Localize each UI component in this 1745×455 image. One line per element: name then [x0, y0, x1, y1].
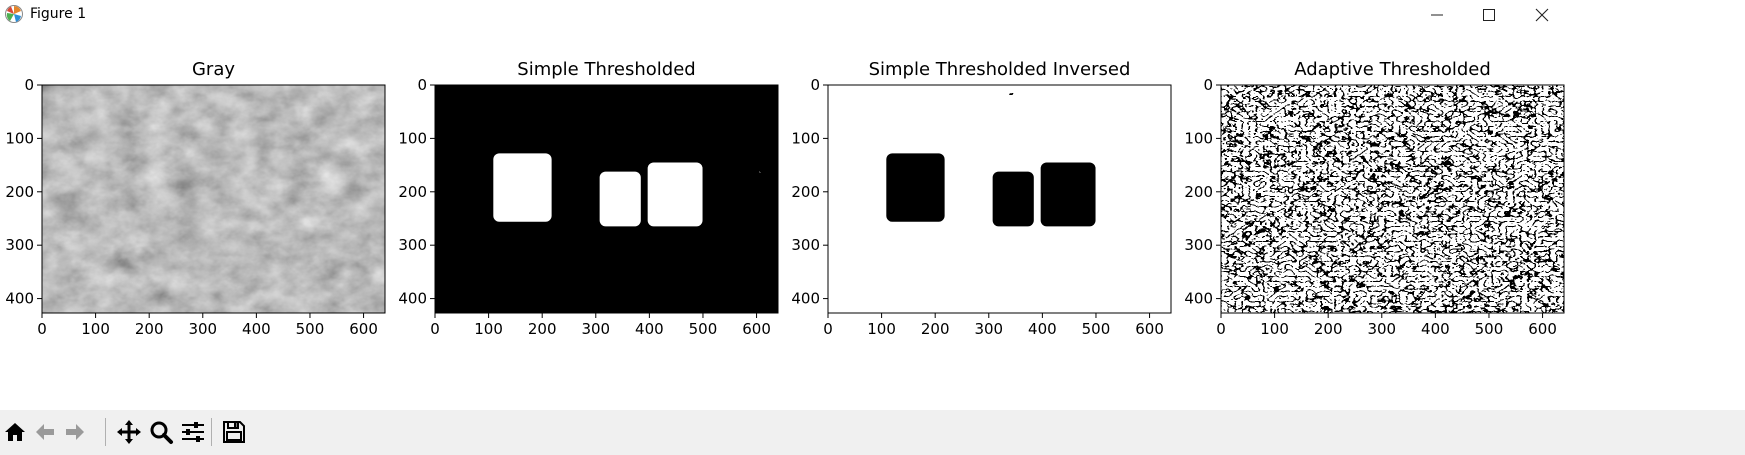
arrow-right-icon — [66, 424, 84, 440]
subplot-3: Simple Thresholded Inversed 0 100 200 300 400… — [791, 59, 1172, 338]
axes-frame — [827, 84, 1172, 314]
y-tick-label: 0 — [810, 76, 820, 94]
kitten-region — [992, 171, 1034, 227]
save-button[interactable] — [219, 417, 249, 447]
y-tick-label: 300 — [791, 236, 820, 254]
figure-canvas[interactable]: Gray 0 100 200 300 400 500 600 0 100 200 300 400 Simp… — [0, 32, 1745, 410]
kitten-region — [599, 171, 641, 227]
x-tick-label: 400 — [242, 320, 271, 338]
x-tick-label: 400 — [635, 320, 664, 338]
y-tick-label: 400 — [398, 290, 427, 308]
x-tick-label: 200 — [135, 320, 164, 338]
y-tick-label: 400 — [791, 290, 820, 308]
x-tick-label: 100 — [474, 320, 503, 338]
subplot-title: Simple Thresholded — [517, 59, 695, 80]
y-tick-label: 300 — [1184, 236, 1213, 254]
x-tick-label: 0 — [37, 320, 47, 338]
x-tick-label: 500 — [1475, 320, 1504, 338]
x-tick-label: 600 — [1528, 320, 1557, 338]
x-tick-label: 200 — [528, 320, 557, 338]
subplot-1: Gray 0 100 200 300 400 500 600 0 100 200 300 400 — [5, 59, 386, 338]
window-titlebar: Figure 1 — [0, 0, 1745, 32]
x-tick-label: 600 — [1135, 320, 1164, 338]
minimize-button[interactable] — [1408, 0, 1466, 30]
y-tick-label: 200 — [791, 183, 820, 201]
window-title: Figure 1 — [30, 6, 87, 22]
zoom-button[interactable] — [146, 417, 176, 447]
x-tick-label: 400 — [1421, 320, 1450, 338]
x-tick-label: 100 — [1260, 320, 1289, 338]
sliders-icon — [182, 422, 204, 442]
subplot-title: Adaptive Thresholded — [1294, 59, 1491, 80]
close-button[interactable] — [1513, 0, 1571, 30]
basket-region — [865, 221, 1171, 313]
arrow-left-icon — [36, 424, 54, 440]
matplotlib-app-icon — [5, 5, 23, 23]
y-tick-label: 0 — [417, 76, 427, 94]
y-tick-label: 100 — [5, 129, 34, 147]
x-tick-label: 0 — [430, 320, 440, 338]
kitten-region — [1040, 162, 1096, 227]
x-tick-label: 0 — [823, 320, 833, 338]
floppy-icon — [223, 421, 245, 443]
x-tick-label: 400 — [1028, 320, 1057, 338]
axes-frame — [1220, 84, 1565, 314]
toolbar-separator — [105, 418, 106, 446]
kitten-region — [493, 153, 552, 222]
x-tick-label: 300 — [188, 320, 217, 338]
y-tick-label: 100 — [1184, 129, 1213, 147]
basket-region — [472, 221, 778, 313]
x-tick-label: 600 — [742, 320, 771, 338]
y-tick-label: 300 — [5, 236, 34, 254]
subplot-title: Simple Thresholded Inversed — [869, 59, 1131, 80]
x-tick-label: 300 — [1367, 320, 1396, 338]
x-tick-label: 500 — [296, 320, 325, 338]
x-tick-label: 200 — [1314, 320, 1343, 338]
back-button[interactable] — [30, 417, 60, 447]
axes-frame — [41, 84, 386, 314]
x-tick-label: 100 — [867, 320, 896, 338]
y-tick-label: 100 — [398, 129, 427, 147]
x-tick-label: 300 — [581, 320, 610, 338]
y-tick-label: 300 — [398, 236, 427, 254]
move-icon — [117, 420, 141, 444]
subplot-title: Gray — [192, 59, 235, 80]
pan-button[interactable] — [114, 417, 144, 447]
home-icon — [5, 423, 25, 441]
x-tick-label: 300 — [974, 320, 1003, 338]
axes-frame — [434, 84, 779, 314]
subplot-image — [1221, 85, 1564, 313]
y-tick-label: 400 — [1184, 290, 1213, 308]
y-tick-label: 0 — [1203, 76, 1213, 94]
subplot-2: Simple Thresholded 0 100 200 300 400 500 600 0 10… — [398, 59, 779, 338]
maximize-button[interactable] — [1460, 0, 1518, 30]
navigation-toolbar — [0, 410, 1745, 455]
x-tick-label: 500 — [689, 320, 718, 338]
toolbar-separator — [211, 418, 212, 446]
subplot-4: Adaptive Thresholded 0 100 200 300 400 500 600 0… — [1184, 59, 1565, 338]
x-tick-label: 100 — [81, 320, 110, 338]
x-tick-label: 500 — [1082, 320, 1111, 338]
kitten-region — [647, 162, 703, 227]
maximize-icon — [1483, 9, 1495, 21]
y-tick-label: 0 — [24, 76, 34, 94]
y-tick-label: 100 — [791, 129, 820, 147]
configure-subplots-button[interactable] — [178, 417, 208, 447]
x-tick-label: 200 — [921, 320, 950, 338]
y-tick-label: 200 — [5, 183, 34, 201]
x-tick-label: 600 — [349, 320, 378, 338]
y-tick-label: 200 — [1184, 183, 1213, 201]
home-button[interactable] — [0, 417, 30, 447]
close-icon — [1535, 8, 1549, 22]
y-tick-label: 400 — [5, 290, 34, 308]
y-tick-label: 200 — [398, 183, 427, 201]
x-tick-label: 0 — [1216, 320, 1226, 338]
forward-button[interactable] — [60, 417, 90, 447]
kitten-region — [886, 153, 945, 222]
subplot-image — [42, 85, 385, 313]
zoom-icon — [150, 421, 173, 444]
minimize-icon — [1431, 14, 1443, 16]
